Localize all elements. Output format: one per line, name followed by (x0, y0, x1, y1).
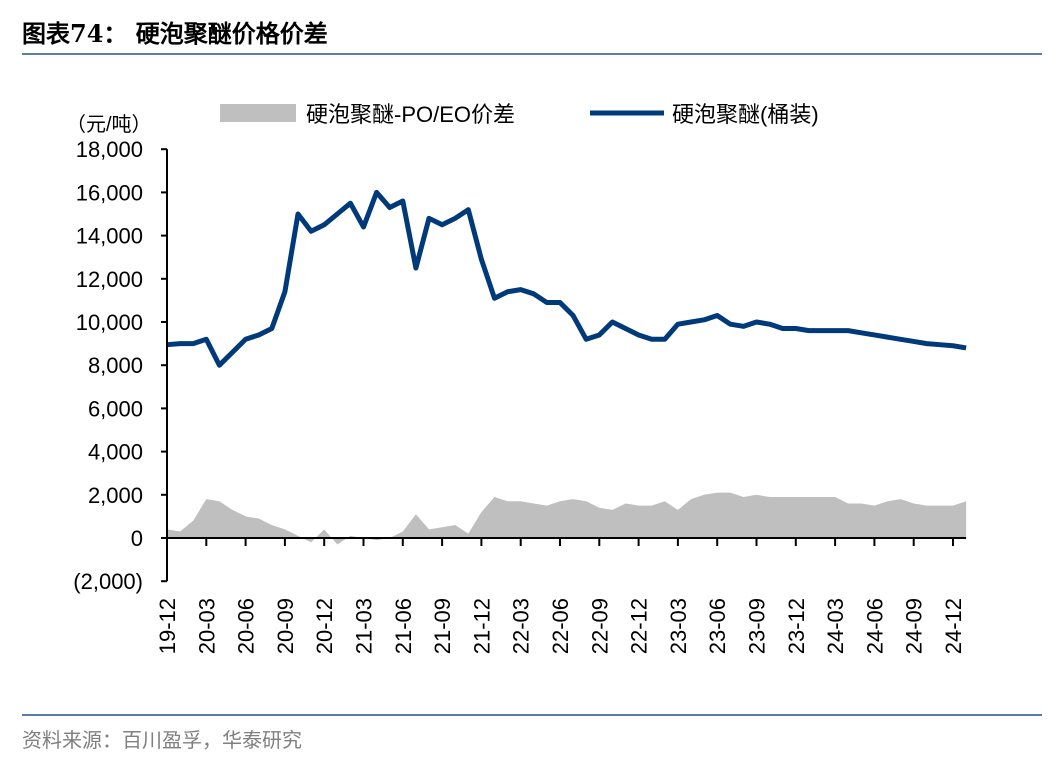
y-tick-label: (2,000) (73, 569, 143, 594)
source-note: 资料来源：百川盈孚，华泰研究 (22, 728, 302, 752)
spread-area (167, 492, 967, 545)
x-tick-label: 20-03 (194, 598, 219, 654)
figure-title: 图表74： 硬泡聚醚价格价差 (22, 19, 328, 48)
x-tick-label: 24-09 (902, 598, 927, 654)
y-tick-label: 0 (131, 526, 143, 551)
legend-swatch-spread (220, 104, 296, 122)
y-tick-label: 18,000 (76, 137, 143, 162)
x-tick-label: 22-06 (548, 598, 573, 654)
footer-divider (22, 714, 1042, 716)
y-axis-unit: （元/吨） (66, 113, 152, 136)
x-tick-label: 23-03 (666, 598, 691, 654)
y-tick-label: 10,000 (76, 310, 143, 335)
legend-label-spread: 硬泡聚醚-PO/EO价差 (306, 102, 515, 127)
title-divider (22, 53, 1042, 55)
x-tick-label: 19-12 (155, 598, 180, 654)
x-tick-label: 20-09 (273, 598, 298, 654)
x-tick-label: 23-06 (705, 598, 730, 654)
x-tick-label: 21-12 (469, 598, 494, 654)
area-layer (167, 492, 967, 545)
x-tick-label: 22-12 (627, 598, 652, 654)
legend-label-price: 硬泡聚醚(桶装) (672, 102, 819, 127)
x-tick-label: 21-06 (391, 598, 416, 654)
x-tick-label: 20-06 (234, 598, 259, 654)
y-tick-label: 2,000 (88, 483, 143, 508)
x-tick-label: 24-03 (823, 598, 848, 654)
x-tick-label: 24-06 (862, 598, 887, 654)
legend: 硬泡聚醚-PO/EO价差 硬泡聚醚(桶装) (220, 102, 819, 127)
line-layer (166, 189, 967, 368)
y-tick-label: 4,000 (88, 440, 143, 465)
x-tick-label: 21-09 (430, 598, 455, 654)
x-tick-label: 22-09 (587, 598, 612, 654)
y-tick-label: 6,000 (88, 396, 143, 421)
x-tick-label: 24-12 (941, 598, 966, 654)
y-tick-label: 8,000 (88, 353, 143, 378)
x-tick-label: 21-03 (352, 598, 377, 654)
x-tick-label: 22-03 (509, 598, 534, 654)
y-tick-label: 16,000 (76, 180, 143, 205)
y-tick-label: 12,000 (76, 267, 143, 292)
x-tick-label: 23-09 (745, 598, 770, 654)
axes: (2,000) 0 2,000 4,000 6,000 8,000 10,000 12,000… (73, 137, 967, 654)
x-tick-label: 20-12 (312, 598, 337, 654)
price-line (166, 189, 967, 368)
y-tick-label: 14,000 (76, 224, 143, 249)
x-tick-label: 23-12 (784, 598, 809, 654)
